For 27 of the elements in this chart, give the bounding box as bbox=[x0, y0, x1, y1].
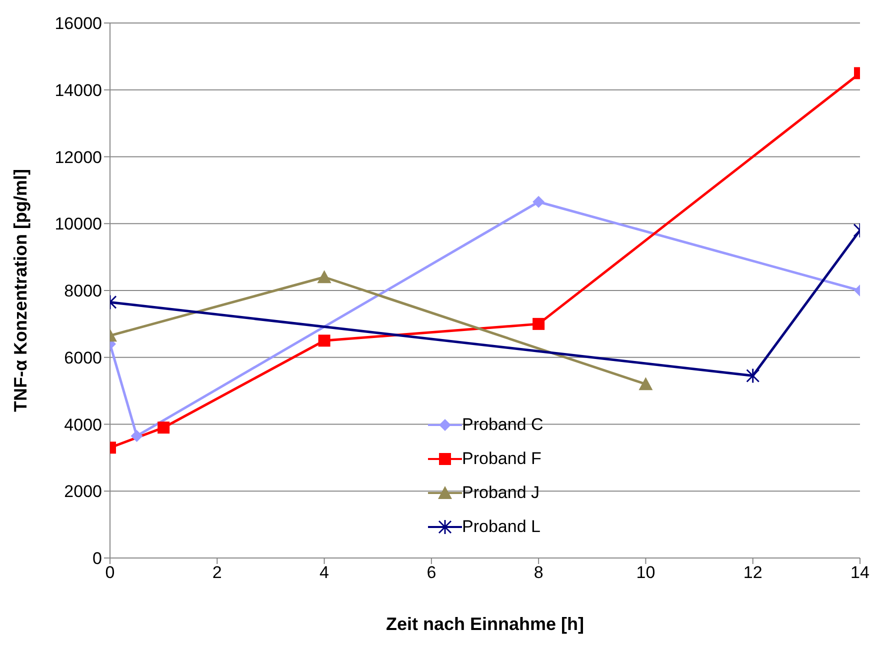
legend-label: Proband L bbox=[462, 517, 540, 537]
y-tick-label: 12000 bbox=[54, 148, 102, 167]
legend-label: Proband C bbox=[462, 415, 544, 435]
y-tick-label: 8000 bbox=[64, 282, 102, 301]
y-axis-title: TNF-α Konzentration [pg/ml] bbox=[10, 168, 30, 412]
x-tick-label: 2 bbox=[212, 563, 222, 582]
y-tick-label: 16000 bbox=[54, 14, 102, 34]
point bbox=[638, 377, 653, 390]
point bbox=[532, 318, 545, 330]
x-tick-label: 8 bbox=[534, 563, 544, 582]
y-tick-label: 2000 bbox=[64, 482, 102, 502]
x-axis-title: Zeit nach Einnahme [h] bbox=[386, 614, 584, 634]
point bbox=[318, 334, 330, 347]
y-tick-label: 4000 bbox=[64, 415, 102, 434]
x-tick-label: 12 bbox=[743, 563, 762, 582]
x-tick-label: 0 bbox=[105, 563, 115, 582]
legend-label: Proband J bbox=[462, 483, 540, 503]
x-tick-label: 14 bbox=[850, 563, 870, 582]
y-tick-label: 0 bbox=[92, 549, 102, 568]
y-tick-label: 10000 bbox=[54, 214, 102, 234]
y-tick-label: 6000 bbox=[64, 348, 102, 368]
point bbox=[317, 270, 332, 284]
x-tick-label: 4 bbox=[320, 563, 330, 582]
legend-label: Proband F bbox=[462, 449, 542, 469]
x-tick-label: 6 bbox=[426, 563, 436, 582]
y-tick-label: 14000 bbox=[54, 80, 102, 100]
x-tick-label: 10 bbox=[636, 563, 656, 582]
